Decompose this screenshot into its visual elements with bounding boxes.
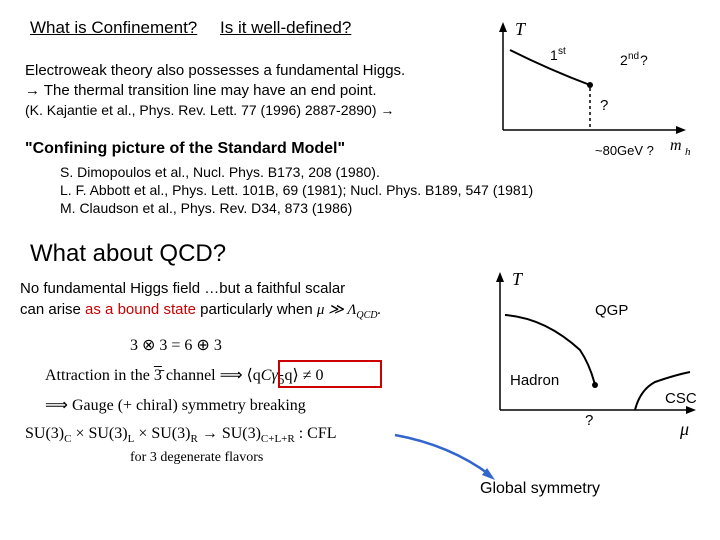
ew-line2: The thermal transition line may have an …	[40, 82, 377, 99]
global-symmetry-label: Global symmetry	[480, 480, 600, 498]
svg-text:nd: nd	[628, 51, 639, 62]
qcd-line2-c: particularly when	[196, 301, 317, 318]
diagram2-y-label: T	[512, 269, 524, 289]
math-symmetry-breaking: ⟹ Gauge (+ chiral) symmetry breaking	[45, 395, 306, 415]
ew-arrow: →	[25, 82, 40, 99]
ref-claudson: M. Claudson et al., Phys. Rev. D34, 873 …	[60, 200, 352, 216]
math-attraction: Attraction in the	[45, 367, 154, 384]
ew-reference: (K. Kajantie et al., Phys. Rev. Lett. 77…	[25, 102, 394, 118]
svg-text:?: ?	[640, 52, 648, 68]
diagram2-hadron: Hadron	[510, 372, 559, 389]
svg-text:h: h	[685, 146, 691, 158]
phase-diagram-2: T μ QGP Hadron CSC ?	[475, 260, 715, 460]
vev-box	[278, 360, 382, 388]
svg-text:st: st	[558, 46, 566, 57]
qcd-title: What about QCD?	[30, 240, 226, 268]
diagram1-x-label: m	[670, 137, 682, 154]
diagram2-x-label: μ	[679, 419, 689, 439]
confining-title: "Confining picture of the Standard Model…	[25, 140, 345, 158]
diagram2-qgp: QGP	[595, 302, 628, 319]
ew-line1: Electroweak theory also possesses a fund…	[25, 62, 405, 79]
ref-dimopoulos: S. Dimopoulos et al., Nucl. Phys. B173, …	[60, 164, 380, 180]
title-well-defined: Is it well-defined?	[220, 18, 351, 38]
diagram1-second-order: 2	[620, 52, 628, 68]
math-tensor: 3 ⊗ 3 = 6 ⊕ 3	[130, 335, 222, 355]
ref-abbott: L. F. Abbott et al., Phys. Lett. 101B, 6…	[60, 182, 533, 198]
qcd-line1: No fundamental Higgs field …but a faithf…	[20, 280, 345, 297]
diagram1-first-order: 1	[550, 47, 558, 63]
qcd-line2-a: can arise	[20, 301, 85, 318]
math-flavors: for 3 degenerate flavors	[130, 450, 263, 466]
title-confinement: What is Confinement?	[30, 18, 197, 38]
diagram1-y-label: T	[515, 19, 527, 39]
qcd-line2-b: as a bound state	[85, 301, 196, 318]
qcd-condition: μ ≫ ΛQCD.	[317, 302, 381, 318]
diagram2-qmark: ?	[585, 412, 593, 429]
diagram2-csc: CSC	[665, 390, 697, 407]
diagram1-gev: ~80GeV ?	[595, 143, 654, 158]
phase-diagram-1: T m h 1 st 2 nd ? ? ~80GeV ?	[480, 10, 710, 160]
diagram1-qmark: ?	[600, 97, 608, 114]
math-su3-breaking: SU(3)C × SU(3)L × SU(3)R → SU(3)C+L+R : …	[25, 425, 337, 445]
